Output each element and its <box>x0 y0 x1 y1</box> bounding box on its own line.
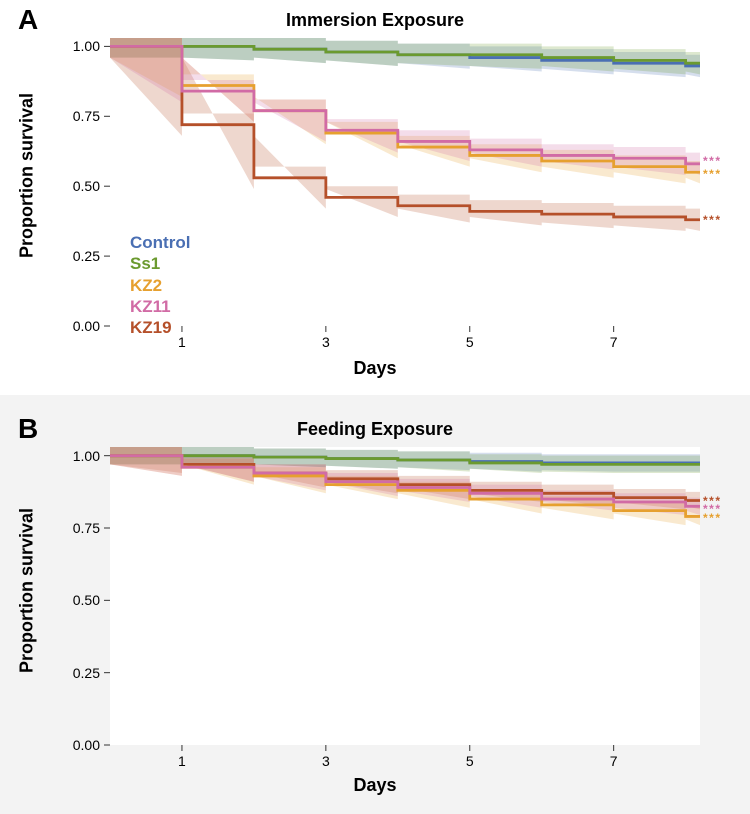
ytick-label: 0.50 <box>60 592 100 608</box>
panel-b-xlabel: Days <box>0 775 750 796</box>
panel-b-plot <box>110 447 700 745</box>
xtick-label: 7 <box>610 753 618 769</box>
significance-marker: *** <box>703 511 722 525</box>
panel-b: B Feeding Exposure Proportion survival D… <box>0 395 750 814</box>
significance-marker: *** <box>703 167 722 181</box>
legend-item-kz11: KZ11 <box>130 296 190 317</box>
panel-a: A Immersion Exposure Proportion survival… <box>0 0 750 395</box>
significance-marker: *** <box>703 213 722 227</box>
ytick-label: 1.00 <box>60 38 100 54</box>
xtick-label: 1 <box>178 753 186 769</box>
ytick-label: 0.00 <box>60 737 100 753</box>
xtick-label: 5 <box>466 334 474 350</box>
xtick-label: 3 <box>322 753 330 769</box>
xtick-label: 1 <box>178 334 186 350</box>
panel-a-xlabel: Days <box>0 358 750 379</box>
ytick-label: 0.50 <box>60 178 100 194</box>
ytick-label: 0.25 <box>60 665 100 681</box>
legend-item-ss1: Ss1 <box>130 253 190 274</box>
ytick-label: 1.00 <box>60 448 100 464</box>
panel-a-ylabel: Proportion survival <box>17 36 38 316</box>
ytick-label: 0.75 <box>60 108 100 124</box>
ytick-label: 0.75 <box>60 520 100 536</box>
panel-a-legend: ControlSs1KZ2KZ11KZ19 <box>130 232 190 338</box>
legend-item-control: Control <box>130 232 190 253</box>
panel-b-ylabel: Proportion survival <box>17 451 38 731</box>
ytick-label: 0.25 <box>60 248 100 264</box>
panel-a-title: Immersion Exposure <box>0 10 750 31</box>
xtick-label: 7 <box>610 334 618 350</box>
legend-item-kz2: KZ2 <box>130 275 190 296</box>
xtick-label: 5 <box>466 753 474 769</box>
ytick-label: 0.00 <box>60 318 100 334</box>
panel-a-plot <box>110 38 700 326</box>
panel-b-title: Feeding Exposure <box>0 419 750 440</box>
xtick-label: 3 <box>322 334 330 350</box>
